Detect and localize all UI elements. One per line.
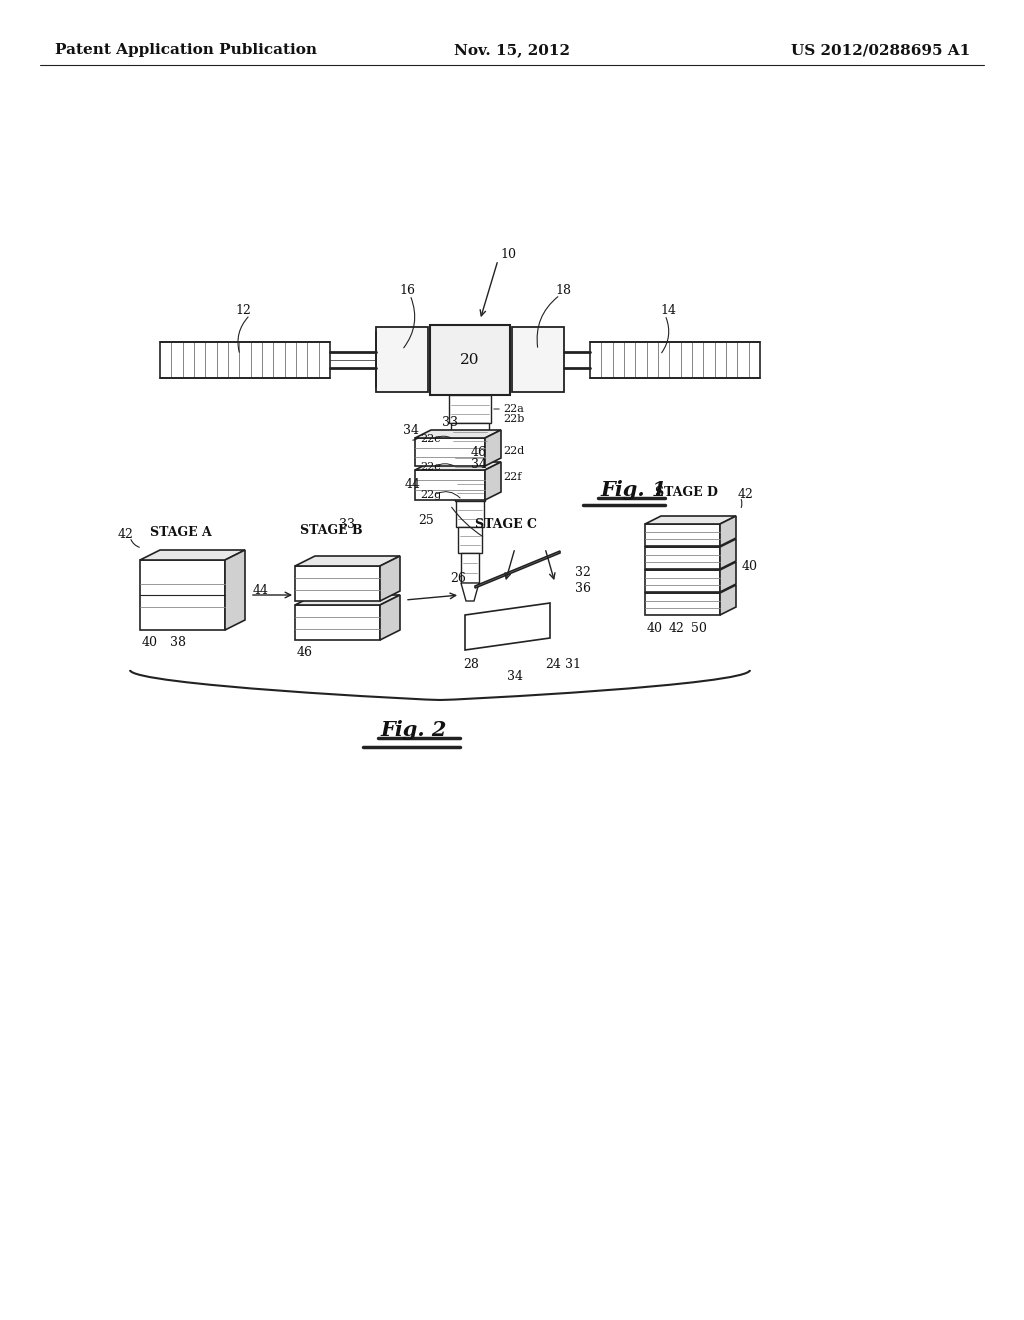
Text: 42: 42 xyxy=(669,623,685,635)
Polygon shape xyxy=(645,539,736,546)
Text: 22g: 22g xyxy=(420,490,441,500)
Text: US 2012/0288695 A1: US 2012/0288695 A1 xyxy=(791,44,970,57)
Text: 20: 20 xyxy=(460,352,480,367)
Polygon shape xyxy=(380,556,400,601)
Text: 18: 18 xyxy=(555,284,571,297)
Polygon shape xyxy=(380,595,400,640)
Polygon shape xyxy=(415,462,501,470)
Text: 34: 34 xyxy=(471,458,487,470)
Text: 38: 38 xyxy=(170,635,186,648)
Text: 25: 25 xyxy=(418,513,434,527)
Text: 44: 44 xyxy=(253,583,269,597)
Polygon shape xyxy=(645,585,736,593)
Text: Fig. 2: Fig. 2 xyxy=(380,719,446,741)
Text: STAGE D: STAGE D xyxy=(655,486,718,499)
Text: 32: 32 xyxy=(575,566,591,579)
Text: 22b: 22b xyxy=(503,414,524,424)
Bar xyxy=(160,342,330,378)
Bar xyxy=(645,546,720,569)
Polygon shape xyxy=(485,462,501,500)
Bar xyxy=(645,570,720,591)
FancyBboxPatch shape xyxy=(430,325,510,395)
Polygon shape xyxy=(645,562,736,570)
Text: 40: 40 xyxy=(647,623,663,635)
Text: STAGE A: STAGE A xyxy=(150,525,212,539)
Polygon shape xyxy=(720,539,736,569)
Text: 22f: 22f xyxy=(503,473,521,482)
Text: 31: 31 xyxy=(565,659,581,672)
Text: 44: 44 xyxy=(406,479,421,491)
Bar xyxy=(645,524,720,546)
Text: 42: 42 xyxy=(738,488,754,502)
Text: 22c: 22c xyxy=(420,434,440,444)
Bar xyxy=(451,422,489,449)
Text: 34: 34 xyxy=(507,669,523,682)
Bar xyxy=(415,438,485,466)
Text: Fig. 1: Fig. 1 xyxy=(600,480,667,500)
Text: 22d: 22d xyxy=(503,446,524,455)
Text: 33: 33 xyxy=(339,519,355,532)
Text: 26: 26 xyxy=(450,572,466,585)
Bar xyxy=(140,560,225,630)
Polygon shape xyxy=(645,516,736,524)
Polygon shape xyxy=(485,430,501,466)
Text: STAGE C: STAGE C xyxy=(475,519,537,532)
Text: 16: 16 xyxy=(399,284,415,297)
Polygon shape xyxy=(295,595,400,605)
Bar xyxy=(590,342,760,378)
Bar xyxy=(645,593,720,615)
Polygon shape xyxy=(720,562,736,591)
Text: 24: 24 xyxy=(545,659,561,672)
Bar xyxy=(415,470,485,500)
Bar xyxy=(458,527,482,553)
Polygon shape xyxy=(461,583,479,601)
Text: Nov. 15, 2012: Nov. 15, 2012 xyxy=(454,44,570,57)
FancyBboxPatch shape xyxy=(376,327,428,392)
Polygon shape xyxy=(720,585,736,615)
Text: 42: 42 xyxy=(118,528,134,541)
Bar xyxy=(456,502,484,527)
Polygon shape xyxy=(225,550,245,630)
Polygon shape xyxy=(295,556,400,566)
Text: 10: 10 xyxy=(500,248,516,261)
Bar xyxy=(453,449,487,475)
Bar xyxy=(295,605,380,640)
Text: 36: 36 xyxy=(575,582,591,594)
Text: 28: 28 xyxy=(463,659,479,672)
Text: 46: 46 xyxy=(297,645,313,659)
Polygon shape xyxy=(720,516,736,546)
Text: 40: 40 xyxy=(742,560,758,573)
Text: 33: 33 xyxy=(442,416,458,429)
Text: 46: 46 xyxy=(471,446,487,459)
Text: 12: 12 xyxy=(234,304,251,317)
Polygon shape xyxy=(465,603,550,649)
Polygon shape xyxy=(415,430,501,438)
Text: 22a: 22a xyxy=(503,404,524,414)
Text: STAGE B: STAGE B xyxy=(300,524,362,536)
Text: 50: 50 xyxy=(691,623,707,635)
Bar xyxy=(455,475,485,502)
Polygon shape xyxy=(140,550,245,560)
Text: 40: 40 xyxy=(142,635,158,648)
Bar xyxy=(295,566,380,601)
Bar xyxy=(461,553,479,583)
Bar xyxy=(449,395,490,422)
Text: 14: 14 xyxy=(660,304,676,317)
Text: Patent Application Publication: Patent Application Publication xyxy=(55,44,317,57)
Text: 34: 34 xyxy=(403,425,419,437)
FancyBboxPatch shape xyxy=(512,327,564,392)
Polygon shape xyxy=(475,550,560,587)
Text: 22e: 22e xyxy=(420,462,440,473)
